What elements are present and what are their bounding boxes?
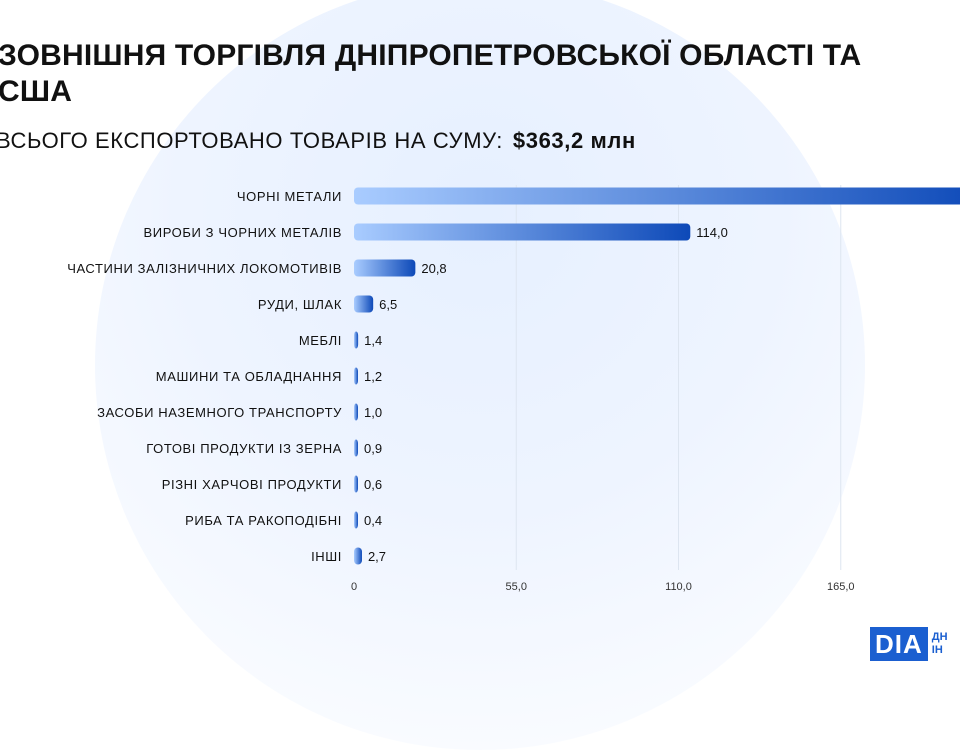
export-total: ВСЬОГО ЕКСПОРТОВАНО ТОВАРІВ НА СУМУ: $363… [0, 126, 636, 156]
bar [354, 403, 358, 421]
value-label: 0,9 [364, 441, 382, 456]
dia-logo-text: ДН ІН [931, 631, 948, 656]
export-total-label: ВСЬОГО ЕКСПОРТОВАНО ТОВАРІВ НА СУМУ: [0, 128, 503, 153]
bar [354, 475, 358, 493]
category-label: РУДИ, ШЛАК [258, 297, 342, 312]
value-label: 0,6 [364, 477, 382, 492]
value-label: 2,7 [368, 549, 386, 564]
category-label: ЧАСТИНИ ЗАЛІЗНИЧНИХ ЛОКОМОТИВІВ [67, 261, 342, 276]
bars [354, 187, 960, 565]
category-label: ІНШІ [311, 549, 342, 564]
export-total-amount: $363,2 млн [512, 128, 636, 153]
category-label: ВИРОБИ З ЧОРНИХ МЕТАЛІВ [143, 225, 342, 240]
bar [354, 331, 359, 349]
bar [354, 439, 358, 457]
dia-logo-mark: DIA [870, 627, 928, 661]
bar [354, 547, 362, 565]
value-label: 1,2 [364, 369, 382, 384]
labels: 0 55,0 110,0 165,0 ЧОРНІ МЕТАЛИ ВИРОБИ З ЧОРН… [67, 189, 854, 593]
x-tick-label: 55,0 [506, 581, 527, 593]
category-label: РИБА ТА РАКОПОДІБНІ [185, 513, 342, 528]
bar [354, 511, 358, 529]
x-tick-label: 110,0 [665, 581, 692, 593]
export-bar-chart: 0 55,0 110,0 165,0 ЧОРНІ МЕТАЛИ ВИРОБИ З ЧОРН… [67, 185, 960, 593]
x-tick-label: 0 [351, 581, 357, 593]
dia-logo: DIA ДН ІН [870, 627, 948, 661]
bar [354, 187, 960, 205]
grid-lines [515, 185, 842, 570]
category-label: РІЗНІ ХАРЧОВІ ПРОДУКТИ [162, 477, 342, 492]
bar [354, 295, 374, 313]
category-label: ЧОРНІ МЕТАЛИ [237, 189, 342, 204]
value-label: 0,4 [364, 513, 382, 528]
value-label: 1,4 [364, 333, 382, 348]
bar [354, 259, 416, 277]
page-title: ЗОВНІШНЯ ТОРГІВЛЯ ДНІПРОПЕТРОВСЬКОЇ ОБЛА… [0, 39, 862, 108]
value-label: 6,5 [379, 297, 397, 312]
bar [354, 367, 358, 385]
value-label: 20,8 [421, 261, 446, 276]
value-label: 1,0 [364, 405, 382, 420]
category-label: ЗАСОБИ НАЗЕМНОГО ТРАНСПОРТУ [97, 405, 342, 420]
category-label: МЕБЛІ [299, 333, 342, 348]
x-tick-label: 165,0 [827, 581, 855, 593]
category-label: МАШИНИ ТА ОБЛАДНАННЯ [156, 369, 342, 384]
category-label: ГОТОВІ ПРОДУКТИ ІЗ ЗЕРНА [146, 441, 342, 456]
bar [354, 223, 691, 241]
background-circle [95, 0, 865, 750]
value-label: 114,0 [696, 225, 728, 240]
